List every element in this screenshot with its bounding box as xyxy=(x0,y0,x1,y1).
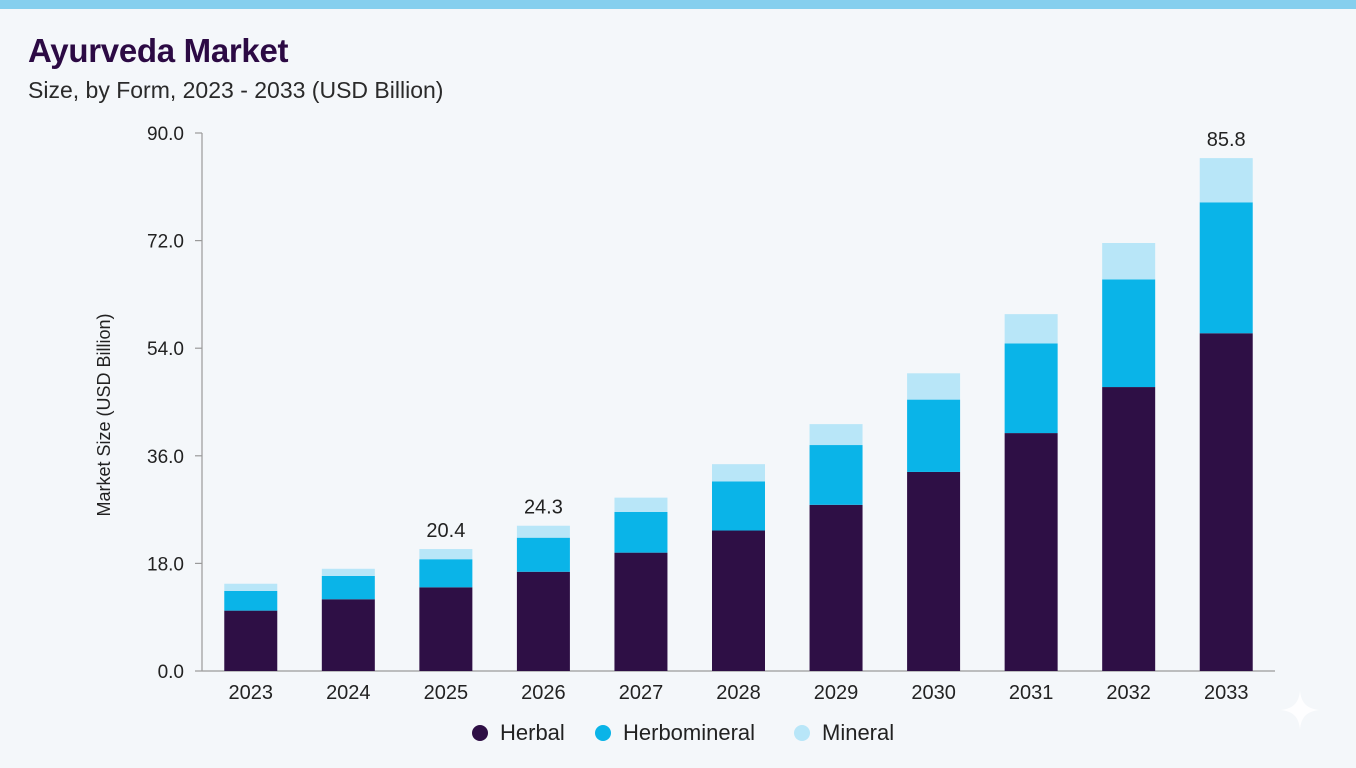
bar-herbal-2024 xyxy=(321,599,375,671)
bar-herbal-2026 xyxy=(516,571,570,671)
y-tick-label: 54.0 xyxy=(147,339,184,360)
bar-mineral-2026 xyxy=(516,525,570,538)
total-data-label: 85.8 xyxy=(1207,129,1246,151)
bar-mineral-2028 xyxy=(712,464,765,482)
x-tick-label: 2025 xyxy=(424,682,469,704)
bar-herbomineral-2029 xyxy=(809,445,863,505)
bar-mineral-2027 xyxy=(614,497,668,512)
bar-herbomineral-2025 xyxy=(419,559,473,588)
y-tick-label: 90.0 xyxy=(147,124,184,145)
bar-herbal-2025 xyxy=(419,587,473,671)
sparkle-icon xyxy=(1280,690,1320,730)
bar-mineral-2033 xyxy=(1199,158,1253,203)
x-tick-label: 2033 xyxy=(1204,682,1249,704)
chart-title: Ayurveda Market xyxy=(28,32,289,69)
stacked-bar-chart: 0.0 18.0 36.0 54.0 72.0 90.0 Market Size (USD … xyxy=(94,124,1275,704)
bar-mineral-2030 xyxy=(907,373,961,400)
bar-mineral-2031 xyxy=(1004,314,1058,344)
bar-herbal-2029 xyxy=(809,504,863,671)
y-tick-label: 72.0 xyxy=(147,232,184,253)
x-tick-label: 2023 xyxy=(229,682,274,704)
chart-legend: Herbal Herbomineral Mineral xyxy=(0,720,1356,750)
bar-herbal-2030 xyxy=(907,471,961,671)
x-tick-label: 2024 xyxy=(326,682,371,704)
x-tick-label: 2027 xyxy=(619,682,664,704)
bar-herbal-2023 xyxy=(224,610,278,671)
bar-herbomineral-2024 xyxy=(321,575,375,600)
legend-label-mineral: Mineral xyxy=(822,720,895,745)
total-data-label: 20.4 xyxy=(426,520,465,542)
legend-swatch-mineral xyxy=(794,725,810,741)
bar-herbal-2028 xyxy=(712,530,765,671)
x-tick-label: 2032 xyxy=(1106,682,1151,704)
x-tick-label: 2030 xyxy=(911,682,956,704)
legend-item-mineral: Mineral xyxy=(794,720,894,746)
chart-subtitle: Size, by Form, 2023 - 2033 (USD Billion) xyxy=(28,77,444,103)
legend-label-herbal: Herbal xyxy=(500,720,565,745)
bar-herbal-2031 xyxy=(1004,433,1058,671)
y-tick-label: 18.0 xyxy=(147,554,184,575)
bar-herbomineral-2023 xyxy=(224,590,278,611)
bar-mineral-2023 xyxy=(224,583,278,591)
x-tick-label: 2031 xyxy=(1009,682,1054,704)
legend-swatch-herbomineral xyxy=(595,725,611,741)
legend-label-herbomineral: Herbomineral xyxy=(623,720,756,745)
bar-mineral-2025 xyxy=(419,549,473,560)
bar-herbomineral-2033 xyxy=(1199,202,1253,334)
bar-herbomineral-2032 xyxy=(1102,279,1156,388)
total-data-label: 24.3 xyxy=(524,497,563,519)
x-tick-label: 2026 xyxy=(521,682,566,704)
x-tick-label: 2029 xyxy=(814,682,859,704)
bar-herbal-2033 xyxy=(1199,333,1253,671)
bar-mineral-2029 xyxy=(809,424,863,446)
bar-herbomineral-2026 xyxy=(516,537,570,572)
y-axis-title: Market Size (USD Billion) xyxy=(94,313,114,516)
bar-herbal-2032 xyxy=(1102,387,1156,671)
bar-mineral-2032 xyxy=(1102,242,1156,280)
y-tick-label: 0.0 xyxy=(158,662,184,683)
bar-herbomineral-2028 xyxy=(712,481,765,531)
top-accent-bar xyxy=(0,0,1356,9)
bar-herbal-2027 xyxy=(614,552,668,671)
bar-herbomineral-2030 xyxy=(907,399,961,472)
y-tick-label: 36.0 xyxy=(147,447,184,468)
x-tick-label: 2028 xyxy=(716,682,761,704)
bar-mineral-2024 xyxy=(321,568,375,576)
bar-herbomineral-2027 xyxy=(614,511,668,553)
legend-swatch-herbal xyxy=(472,725,488,741)
legend-item-herbal: Herbal xyxy=(472,720,565,746)
bar-herbomineral-2031 xyxy=(1004,343,1058,434)
legend-item-herbomineral: Herbomineral xyxy=(595,720,755,746)
